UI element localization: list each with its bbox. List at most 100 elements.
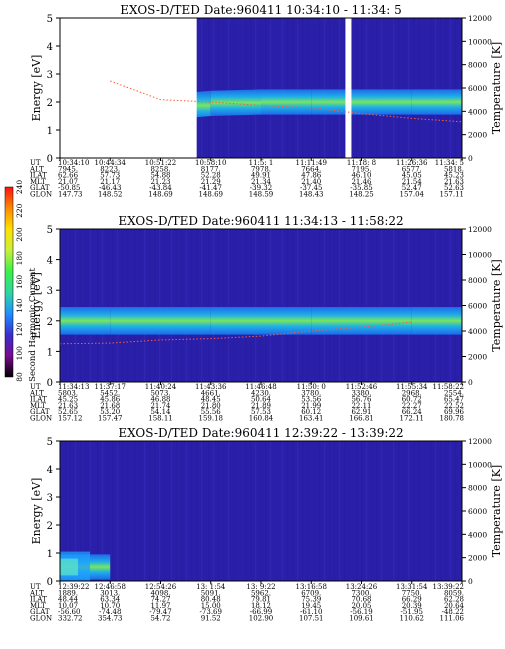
temperature-tick-label: 10000 bbox=[468, 251, 492, 260]
noise-stripe bbox=[171, 441, 173, 581]
temperature-axis-label: Temperature [K] bbox=[490, 465, 503, 557]
orbit-cell: 52.63 bbox=[444, 184, 464, 192]
noise-stripe bbox=[201, 441, 203, 581]
orbit-cell: 21.40 bbox=[301, 178, 321, 186]
noise-stripe bbox=[107, 229, 109, 382]
noise-stripe bbox=[393, 18, 395, 158]
colorbar: 80 100 120 140 160 180 200 220 240 Second Harmoni… bbox=[4, 180, 38, 382]
orbit-cell: -56.60 bbox=[58, 608, 80, 616]
temperature-tick-label: 12000 bbox=[468, 14, 492, 23]
orbit-cell: 354.73 bbox=[98, 615, 123, 623]
noise-stripe bbox=[393, 441, 395, 581]
temperature-tick-label: 2000 bbox=[468, 554, 487, 563]
noise-stripe bbox=[159, 229, 161, 382]
temperature-curve bbox=[60, 321, 412, 345]
noise-stripe bbox=[302, 18, 304, 158]
orbit-cell: 172.11 bbox=[400, 415, 425, 423]
noise-stripe bbox=[60, 441, 62, 581]
orbit-cell: 54.14 bbox=[150, 408, 171, 416]
noise-stripe bbox=[218, 441, 220, 581]
orbit-cell: -35.85 bbox=[350, 184, 372, 192]
energy-tick-label: 5 bbox=[47, 225, 53, 236]
orbit-cell: 4098. bbox=[150, 589, 170, 597]
orbit-cell: 56.76 bbox=[351, 396, 372, 404]
orbit-cell: 13:39:22 bbox=[433, 583, 464, 591]
orbit-cell: 50.64 bbox=[251, 396, 272, 404]
orbit-cell: -61.10 bbox=[300, 608, 322, 616]
energy-band-segment bbox=[361, 307, 412, 335]
orbit-cell: 157.47 bbox=[98, 415, 123, 423]
orbit-cell: 20.05 bbox=[351, 602, 371, 610]
orbit-cell: -43.84 bbox=[149, 184, 172, 192]
orbit-row-label: GLAT bbox=[30, 608, 50, 616]
noise-stripe bbox=[196, 229, 198, 382]
noise-stripe bbox=[403, 18, 405, 158]
orbit-cell: 147.73 bbox=[58, 191, 83, 199]
orbit-cell: 21.63 bbox=[58, 402, 78, 410]
temperature-tick-label: 8000 bbox=[468, 276, 487, 285]
orbit-cell: 79.81 bbox=[251, 596, 271, 604]
orbit-row-label: MLT bbox=[30, 178, 46, 186]
noise-stripe bbox=[440, 441, 442, 581]
orbit-row-label: GLAT bbox=[30, 184, 50, 192]
orbit-cell: 45.05 bbox=[402, 172, 422, 180]
temperature-tick-label: 2000 bbox=[468, 131, 487, 140]
orbit-cell: 3380. bbox=[351, 389, 371, 397]
orbit-cell: 49.91 bbox=[251, 172, 271, 180]
orbit-cell: 163.41 bbox=[299, 415, 324, 423]
orbit-cell: 180.78 bbox=[440, 415, 465, 423]
orbit-cell: 11:40:24 bbox=[145, 383, 177, 391]
orbit-cell: 5091. bbox=[201, 589, 221, 597]
noise-stripe bbox=[398, 229, 400, 382]
orbit-cell: 69.96 bbox=[444, 408, 465, 416]
orbit-cell: 12:54:26 bbox=[145, 583, 177, 591]
noise-stripe bbox=[228, 229, 230, 382]
noise-stripe bbox=[324, 18, 326, 158]
noise-stripe bbox=[65, 229, 67, 382]
orbit-cell: 12:39:22 bbox=[58, 583, 89, 591]
noise-stripe bbox=[344, 18, 346, 158]
energy-tick-label: 2 bbox=[47, 98, 53, 109]
noise-stripe bbox=[122, 441, 124, 581]
orbit-cell: -74.48 bbox=[99, 608, 121, 616]
orbit-cell: 70.68 bbox=[351, 596, 371, 604]
orbit-cell: 21.99 bbox=[301, 402, 321, 410]
orbit-cell: 11:46:48 bbox=[245, 383, 276, 391]
noise-stripe bbox=[287, 229, 289, 382]
noise-stripe bbox=[445, 441, 447, 581]
energy-tick-label: 0 bbox=[47, 378, 53, 389]
orbit-row-label: ALT bbox=[29, 389, 44, 397]
orbit-cell: 148.59 bbox=[249, 191, 274, 199]
energy-axis-label: Energy [eV] bbox=[30, 478, 43, 545]
noise-stripe bbox=[302, 441, 304, 581]
orbit-cell: 2554. bbox=[444, 389, 464, 397]
noise-stripe bbox=[282, 441, 284, 581]
noise-stripe bbox=[398, 18, 400, 158]
noise-stripe bbox=[164, 441, 166, 581]
orbit-cell: 21.74 bbox=[150, 402, 171, 410]
panel-2: EXOS-D/TED Date:960411 11:34:13 - 11:58:… bbox=[29, 214, 503, 423]
noise-stripe bbox=[213, 229, 215, 382]
orbit-cell: 6577. bbox=[402, 165, 422, 173]
orbit-cell: 11:58:22 bbox=[433, 383, 464, 391]
noise-stripe bbox=[223, 441, 225, 581]
orbit-cell: 20.64 bbox=[444, 602, 465, 610]
noise-stripe bbox=[393, 229, 395, 382]
noise-stripe bbox=[181, 441, 183, 581]
orbit-cell: 8177. bbox=[201, 165, 221, 173]
orbit-cell: 11.97 bbox=[150, 602, 170, 610]
noise-stripe bbox=[381, 441, 383, 581]
noise-stripe bbox=[186, 441, 188, 581]
noise-stripe bbox=[356, 441, 358, 581]
orbit-cell: 54.72 bbox=[150, 615, 170, 623]
colorbar-tick-label: 120 bbox=[15, 322, 24, 337]
orbit-cell: 13:24:26 bbox=[346, 583, 378, 591]
noise-stripe bbox=[297, 18, 299, 158]
spectrogram-content bbox=[60, 18, 462, 158]
colorbar-tick-label: 180 bbox=[15, 251, 24, 266]
noise-stripe bbox=[418, 441, 420, 581]
orbit-cell: 10.70 bbox=[100, 602, 120, 610]
orbit-cell: 11:26:36 bbox=[396, 159, 428, 167]
noise-stripe bbox=[376, 441, 378, 581]
